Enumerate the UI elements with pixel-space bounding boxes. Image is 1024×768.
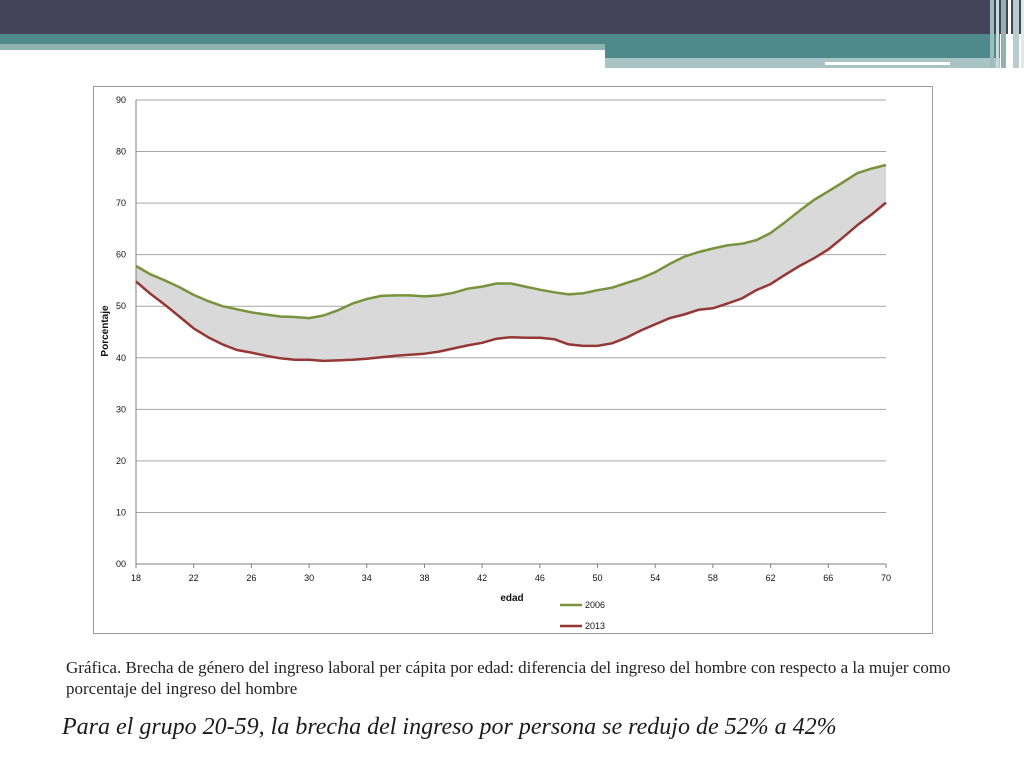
y-tick-label: 40 [116,353,126,363]
title-bar-decoration [0,0,1024,34]
x-tick-label: 26 [246,573,256,583]
y-axis-label: Porcentaje [100,305,111,357]
gap-shaded-area [136,165,886,361]
slide-headline: Para el grupo 20-59, la brecha del ingre… [62,714,837,740]
y-tick-label: 50 [116,301,126,311]
x-tick-label: 70 [881,573,891,583]
y-tick-label: 20 [116,456,126,466]
legend-label-2006: 2006 [585,600,605,610]
y-tick-label: 00 [116,559,126,569]
accent-band-left [0,44,605,50]
accent-band-right [605,44,1000,58]
x-tick-label: 42 [477,573,487,583]
y-tick-label: 60 [116,250,126,260]
legend: 2006 2013 [560,600,605,631]
x-tick-label: 66 [823,573,833,583]
accent-band-lower [605,58,1000,68]
x-tick-label: 34 [362,573,372,583]
y-tick-label: 80 [116,147,126,157]
y-tick-label: 90 [116,95,126,105]
x-tick-label: 50 [593,573,603,583]
x-tick-label: 58 [708,573,718,583]
x-tick-label: 30 [304,573,314,583]
legend-label-2013: 2013 [585,621,605,631]
y-tick-label: 30 [116,404,126,414]
corner-stripes-decoration [990,0,1024,68]
y-tick-label: 70 [116,198,126,208]
accent-band-upper [0,34,1000,44]
x-tick-label: 46 [535,573,545,583]
x-tick-label: 22 [189,573,199,583]
x-tick-label: 18 [131,573,141,583]
chart-caption: Gráfica. Brecha de género del ingreso la… [66,658,951,698]
chart-frame: 00 10 20 30 40 50 60 70 80 90 18 22 26 30 34 38 42 46 50 54… [93,86,933,634]
x-tick-label: 54 [650,573,660,583]
age-gap-line-chart: 00 10 20 30 40 50 60 70 80 90 18 22 26 30 34 38 42 46 50 54… [100,95,891,631]
x-tick-label: 38 [419,573,429,583]
accent-divider-line [825,62,950,65]
y-tick-label: 10 [116,507,126,517]
x-tick-label: 62 [766,573,776,583]
series-line-2013 [135,201,887,363]
x-axis-label: edad [500,593,523,604]
series-line-2006 [135,163,887,320]
